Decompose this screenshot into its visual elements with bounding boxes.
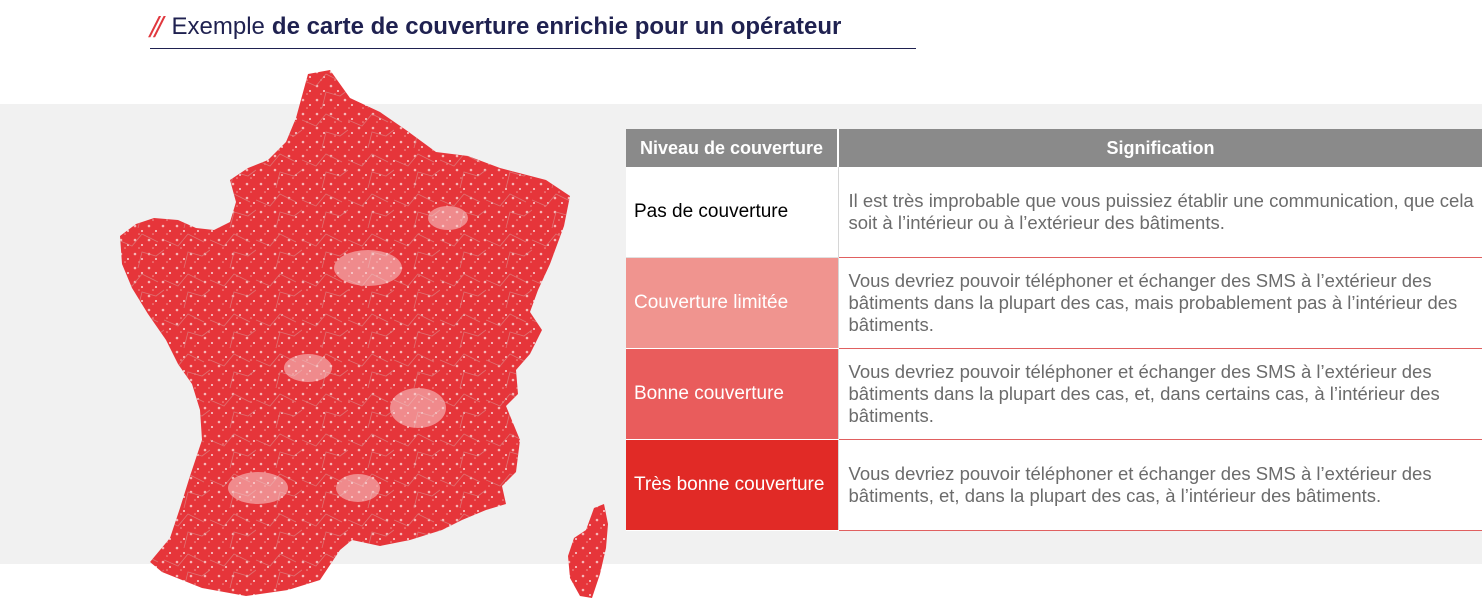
level-limited-coverage: Couverture limitée xyxy=(626,257,838,349)
table-row: Bonne couverture Vous devriez pouvoir té… xyxy=(626,348,1482,440)
table-header-row: Niveau de couverture Signification xyxy=(626,129,1482,167)
level-good-coverage: Bonne couverture xyxy=(626,348,838,440)
meaning-good-coverage: Vous devriez pouvoir téléphoner et échan… xyxy=(837,348,1482,440)
meaning-very-good-coverage: Vous devriez pouvoir téléphoner et échan… xyxy=(837,439,1482,531)
level-very-good-coverage: Très bonne couverture xyxy=(626,439,838,531)
header-level: Niveau de couverture xyxy=(626,129,839,167)
france-coverage-map xyxy=(120,70,608,598)
heading-prefix: Exemple xyxy=(171,13,265,40)
header-meaning: Signification xyxy=(838,129,1482,167)
mainland-france xyxy=(120,70,570,596)
level-no-coverage: Pas de couverture xyxy=(626,167,838,258)
meaning-no-coverage: Il est très improbable que vous puissiez… xyxy=(837,167,1482,258)
double-slash-icon: // xyxy=(150,12,163,42)
section-heading: // Exemple de carte de couverture enrich… xyxy=(150,6,916,49)
table-row: Très bonne couverture Vous devriez pouvo… xyxy=(626,439,1482,531)
coverage-legend-table: Niveau de couverture Signification Pas d… xyxy=(626,129,1482,531)
meaning-limited-coverage: Vous devriez pouvoir téléphoner et échan… xyxy=(837,257,1482,349)
table-row: Couverture limitée Vous devriez pouvoir … xyxy=(626,257,1482,349)
table-row: Pas de couverture Il est très improbable… xyxy=(626,167,1482,258)
heading-bold: de carte de couverture enrichie pour un … xyxy=(271,13,842,40)
corsica xyxy=(568,504,608,598)
